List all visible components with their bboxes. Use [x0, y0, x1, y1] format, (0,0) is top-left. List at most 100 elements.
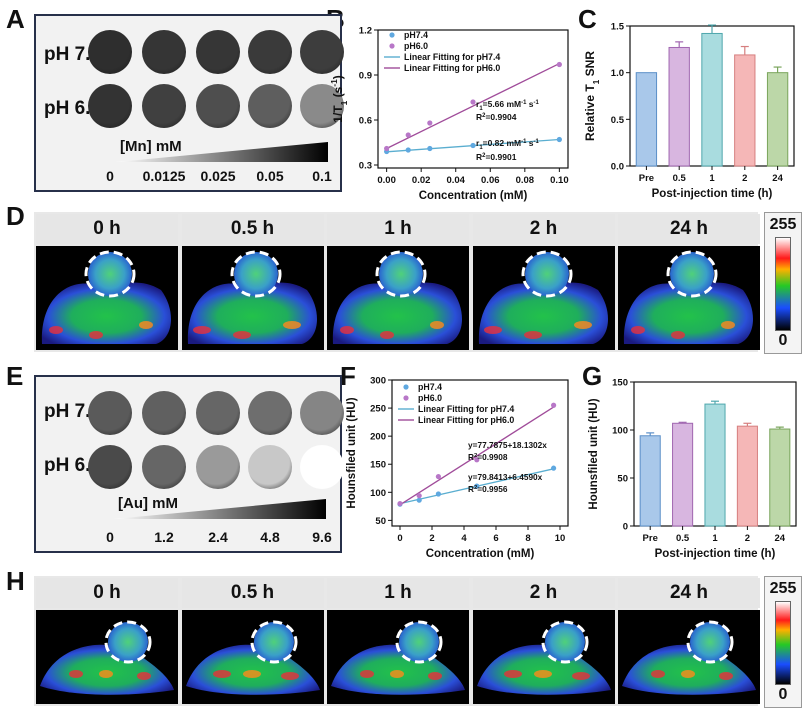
xtick-label-B-0: 0.00 [377, 175, 396, 186]
h-tumor-outline-2 [395, 620, 443, 664]
e-concentration-0: 0 [106, 529, 114, 545]
point-F-0-3 [474, 483, 480, 489]
ylabel-B: 1/T1 (s-1) [329, 75, 349, 122]
d-scan-render-3 [478, 250, 608, 344]
xlabel-C: Post-injection time (h) [652, 188, 773, 200]
legend-marker-F-1 [403, 395, 409, 401]
point-B-1-3 [470, 99, 476, 105]
a-concentration-1: 0.0125 [142, 168, 186, 184]
d-hotspot-2-2 [380, 331, 394, 339]
e-phantom-ph74-2 [196, 391, 240, 435]
d-hotspot-1-1 [282, 321, 301, 329]
d-tumor-3 [524, 252, 569, 296]
point-B-1-0 [384, 145, 390, 152]
d-tissue-3 [478, 282, 608, 344]
e-concentration-4: 9.6 [312, 529, 332, 545]
xtick-label-G-4: 24 [775, 533, 786, 544]
h-hotspot-1-1 [242, 670, 261, 678]
h-hotspot-3-0 [503, 670, 522, 678]
h-scan-render-1 [185, 620, 320, 695]
h-scan-image-3 [472, 610, 615, 704]
ytick-label-G-1: 50 [617, 474, 628, 485]
xlabel-F: Concentration (mM) [426, 548, 535, 560]
colorbar-h-max: 255 [769, 580, 797, 597]
point-F-0-4 [551, 465, 557, 471]
d-tumor-outline-3 [521, 250, 572, 298]
h-tumor-0 [108, 622, 148, 662]
a-phantom-ph60-2 [196, 84, 240, 128]
h-tissue-4 [622, 644, 756, 695]
panel-letter-d: D [6, 201, 25, 231]
legend-label-B-0: pH7.4 [404, 30, 428, 40]
ytick-label-G-3: 150 [612, 378, 628, 389]
h-hotspot-4-2 [719, 672, 733, 680]
a-concentration-3: 0.05 [256, 168, 284, 184]
bar-G-2 [704, 403, 726, 527]
h-scan-image-4 [618, 610, 760, 704]
d-time-label-2: 1 h [327, 214, 469, 244]
xtick-label-B-1: 0.02 [412, 175, 431, 186]
bar-G-3 [736, 425, 758, 527]
plot-frame-F [391, 379, 569, 527]
h-scan-render-0 [40, 620, 174, 695]
ytick-label-C-1: 0.5 [611, 115, 625, 126]
d-hotspot-4-1 [721, 321, 735, 329]
h-hotspot-0-2 [137, 672, 151, 680]
point-F-1-2 [435, 473, 441, 480]
d-tumor-0 [88, 252, 132, 296]
e-concentration-3: 4.8 [260, 529, 280, 545]
h-tumor-outline-0 [104, 620, 152, 664]
d-tissue-0 [41, 282, 172, 344]
h-scan-image-1 [181, 610, 324, 704]
d-scan-image-2 [327, 246, 469, 350]
ytick-label-F-1: 100 [370, 488, 386, 499]
d-tumor-2 [379, 252, 423, 296]
d-time-label-3: 2 h [472, 214, 615, 244]
h-tissue-0 [40, 644, 174, 695]
a-phantom-ph60-3 [248, 84, 292, 128]
h-tumor-4 [690, 622, 730, 662]
point-F-1-4 [551, 402, 557, 408]
d-tissue-1 [187, 282, 317, 344]
h-time-label-3: 2 h [472, 578, 615, 608]
bar-C-1 [668, 46, 690, 167]
h-tissue-2 [331, 644, 465, 695]
annotation-r1-ph74: r1=0.82 mM-1 s-1 [476, 138, 539, 151]
d-scan-image-1 [181, 246, 324, 350]
e-phantom-ph74-4 [300, 391, 344, 435]
colorbar-d-max: 255 [769, 216, 797, 233]
colorbar-d-min: 0 [778, 332, 788, 349]
h-scan-render-4 [622, 620, 756, 695]
ytick-label-B-0: 0.3 [359, 161, 372, 172]
d-tumor-1 [233, 252, 278, 296]
e-concentration-1: 1.2 [154, 529, 174, 545]
h-tumor-outline-4 [686, 620, 734, 664]
h-hotspot-1-0 [212, 670, 231, 678]
bar-G-0 [639, 435, 661, 527]
d-tissue-2 [332, 282, 463, 344]
xtick-label-F-1: 2 [429, 533, 434, 544]
a-phantom-ph60-1 [142, 84, 186, 128]
point-B-1-4 [556, 61, 562, 68]
phantom-panel-e: pH 7.4 pH 6.0 [Au] mM 0 1.2 2.4 4.8 9.6 [34, 375, 344, 553]
d-hotspot-0-1 [139, 321, 153, 329]
xtick-label-C-3: 2 [742, 173, 747, 184]
d-scan-render-4 [623, 250, 754, 344]
h-tumor-3 [544, 622, 585, 662]
d-time-label-4: 24 h [618, 214, 760, 244]
h-time-label-0: 0 h [36, 578, 178, 608]
point-F-1-1 [416, 493, 422, 499]
annotation-r2-ph74-f: R2=0.9956 [468, 484, 508, 494]
row-label-ph74: pH 7.4 [44, 44, 102, 65]
bar-C-3 [734, 54, 756, 167]
concentration-gradient-wedge-e [114, 499, 326, 519]
phantom-panel-a: pH 7.4 pH 6.0 [Mn] mM 0 0.0125 0.025 0.05 0.… [34, 14, 344, 192]
xtick-label-G-3: 2 [745, 533, 750, 544]
panel-letter-c: C [578, 4, 597, 34]
d-hotspot-3-1 [573, 321, 592, 329]
ylabel-G: Hounsfiled unit (HU) [588, 398, 600, 509]
d-hotspot-1-2 [232, 331, 251, 339]
annotation-r2-ph60-f: R2=0.9908 [468, 452, 508, 462]
bar-C-0 [635, 72, 658, 167]
